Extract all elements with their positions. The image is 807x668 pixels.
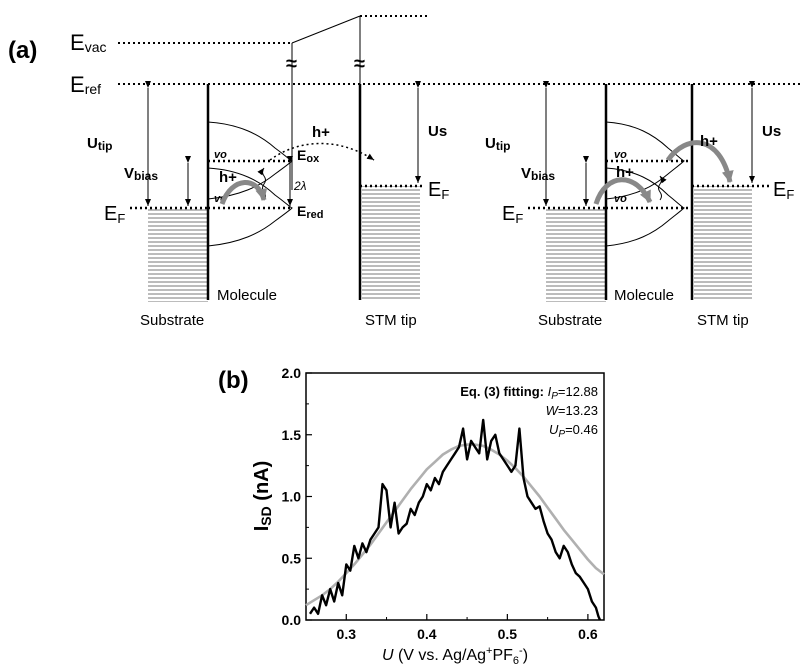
x-tick-label: 0.5 — [498, 626, 518, 642]
y-ticks: 0.0 0.5 1.0 1.5 2.0 — [282, 365, 312, 628]
measured-curve — [308, 418, 602, 621]
hplus-dotted-arrow — [269, 142, 375, 161]
panel-b: (b) 0.3 0.4 0.5 0.6 0.0 0.5 1.0 1.5 2.0 ISD (nA… — [218, 365, 605, 667]
red-distribution-right — [605, 167, 685, 247]
y-tick-label: 2.0 — [282, 365, 302, 381]
x-tick-label: 0.4 — [417, 626, 437, 642]
fit-annotation-line1: Eq. (3) fitting: IP=12.88 — [460, 384, 598, 402]
y-tick-label: 1.0 — [282, 489, 302, 505]
tip-states-right — [694, 186, 752, 300]
panel-a: (a) Evac ≈ ≈ Eref Utip Vbias EF vo vo Eo… — [8, 15, 800, 329]
ef-label-substrate-left: EF — [104, 203, 125, 226]
hplus-label-tunnel: h+ — [312, 124, 330, 141]
ef-label-tip-right: EF — [773, 179, 794, 202]
molecule-label-right: Molecule — [614, 287, 674, 304]
ylabel: ISD (nA) — [251, 461, 274, 532]
stm-tip-label-left: STM tip — [365, 312, 417, 329]
eox-label: Eox — [297, 147, 320, 165]
fit-annotation-line2: W=13.23 — [546, 403, 598, 418]
substrate-states-left — [148, 208, 208, 302]
v0-label-upper-left: vo — [214, 149, 227, 161]
hplus-label-left: h+ — [219, 169, 237, 186]
series-group — [305, 418, 605, 621]
substrate-states-right — [546, 208, 606, 302]
y-tick-label: 0.0 — [282, 612, 302, 628]
fit-annotation-line3: UP=0.46 — [549, 422, 598, 440]
fitted-curve — [305, 443, 605, 607]
break-mark-left: ≈ — [286, 53, 297, 75]
stm-tip-label-right: STM tip — [697, 312, 749, 329]
us-label-left: Us — [428, 123, 447, 140]
utip-label-right: Utip — [485, 135, 511, 153]
break-mark-right: ≈ — [354, 53, 365, 75]
utip-label-left: Utip — [87, 135, 113, 153]
x-ticks: 0.3 0.4 0.5 0.6 — [305, 614, 598, 642]
ered-label: Ered — [297, 203, 323, 221]
y-tick-label: 1.5 — [282, 427, 302, 443]
red-distribution-left — [207, 167, 293, 247]
v0-label-upper-right: vo — [614, 149, 627, 161]
evac-slope — [291, 15, 361, 44]
wavy-arrow-right — [658, 175, 667, 201]
vbias-label-right: Vbias — [521, 165, 555, 183]
hplus-curved-arrow-right-low — [593, 177, 653, 205]
ef-label-substrate-right: EF — [502, 203, 523, 226]
hplus-curved-arrow-left — [219, 180, 268, 205]
panel-b-label: (b) — [218, 367, 249, 394]
x-tick-label: 0.3 — [337, 626, 357, 642]
substrate-label-left: Substrate — [140, 312, 204, 329]
substrate-label-right: Substrate — [538, 312, 602, 329]
panel-a-label: (a) — [8, 37, 37, 64]
y-tick-label: 0.5 — [282, 550, 302, 566]
ox-distribution-right — [605, 121, 685, 200]
hplus-label-right-high: h+ — [700, 133, 718, 150]
x-tick-label: 0.6 — [578, 626, 598, 642]
v0-label-lower-right: vo — [614, 193, 627, 205]
molecule-label-left: Molecule — [217, 287, 277, 304]
hplus-label-right-low: h+ — [616, 164, 634, 181]
xlabel: U (V vs. Ag/Ag+PF6-) — [382, 645, 528, 667]
two-lambda-label: 2λ — [293, 179, 307, 193]
ef-label-tip-left: EF — [428, 179, 449, 202]
hplus-curved-arrow-right-high — [665, 140, 734, 183]
vbias-label-left: Vbias — [124, 165, 158, 183]
us-label-right: Us — [762, 123, 781, 140]
eref-label: Eref — [70, 72, 101, 97]
evac-label: Evac — [70, 30, 106, 55]
tip-states-left — [362, 186, 420, 300]
